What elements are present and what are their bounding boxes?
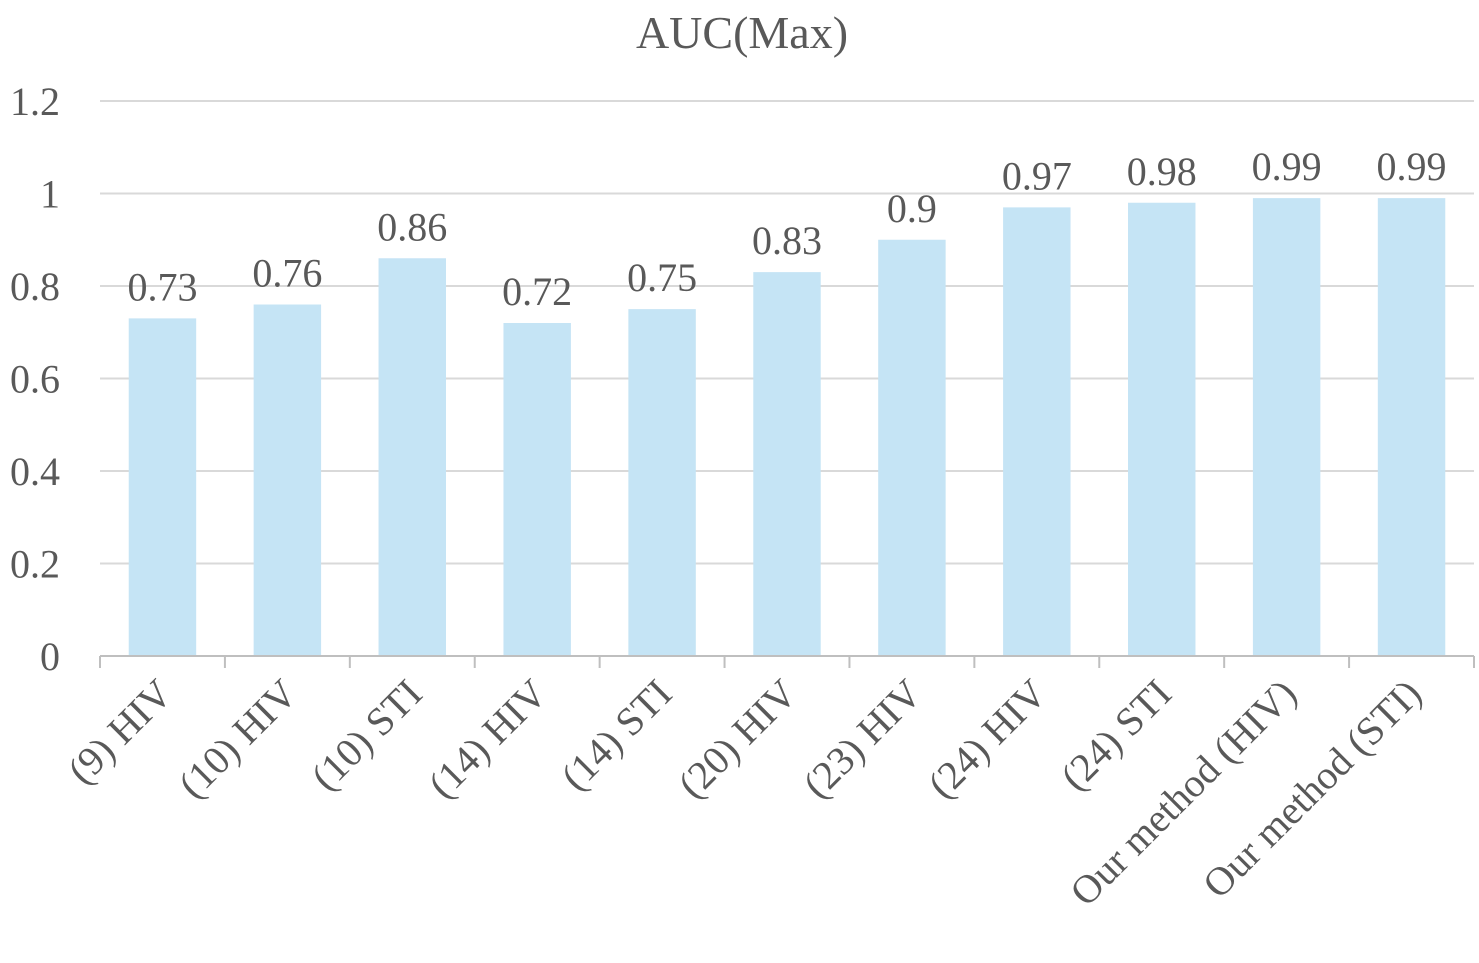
x-category-label: (20) HIV <box>669 670 805 806</box>
data-label: 0.99 <box>1377 144 1447 189</box>
x-category-label: (24) HIV <box>919 670 1055 806</box>
x-category-label: (10) STI <box>302 671 430 799</box>
bar <box>628 309 696 656</box>
data-label: 0.98 <box>1127 149 1197 194</box>
x-category-label: (23) HIV <box>794 670 930 806</box>
bar <box>1377 198 1446 656</box>
data-label: 0.83 <box>752 218 822 263</box>
bar <box>253 304 322 656</box>
bar <box>753 272 821 656</box>
bars <box>128 198 1446 656</box>
data-label: 0.73 <box>127 264 197 309</box>
y-tick-label: 0.2 <box>10 542 60 587</box>
data-labels: 0.73 0.76 0.86 0.72 0.75 0.83 0.9 0.97 0.98 0.99 0… <box>127 144 1446 314</box>
chart-title: AUC(Max) <box>636 7 848 58</box>
data-label: 0.76 <box>252 251 322 296</box>
data-label: 0.9 <box>887 186 937 231</box>
data-label: 0.75 <box>627 255 697 300</box>
y-tick-label: 0.4 <box>10 449 60 494</box>
x-category-label: Our method (STI) <box>1194 671 1430 907</box>
data-label: 0.86 <box>377 204 447 249</box>
bar <box>1128 202 1196 656</box>
x-axis <box>99 655 1475 668</box>
y-tick-label: 1 <box>40 172 60 217</box>
bar <box>378 258 446 656</box>
x-category-label: (14) STI <box>552 671 680 799</box>
y-axis-ticks: 0 0.2 0.4 0.6 0.8 1 1.2 <box>10 79 60 679</box>
x-category-label: (14) HIV <box>419 670 555 806</box>
y-tick-label: 0 <box>40 634 60 679</box>
bar <box>128 318 197 656</box>
data-label: 0.99 <box>1252 144 1322 189</box>
y-tick-label: 0.8 <box>10 264 60 309</box>
bar <box>1252 198 1321 656</box>
data-label: 0.97 <box>1002 153 1072 198</box>
bar <box>503 323 571 656</box>
x-category-label: (24) STI <box>1052 671 1180 799</box>
bar <box>1003 207 1071 656</box>
x-category-label: (10) HIV <box>169 670 305 806</box>
y-tick-label: 0.6 <box>10 357 60 402</box>
y-tick-label: 1.2 <box>10 79 60 124</box>
x-category-label: (9) HIV <box>59 670 181 792</box>
x-category-label: Our method (HIV) <box>1061 671 1305 915</box>
data-label: 0.72 <box>502 269 572 314</box>
bar <box>878 239 946 656</box>
category-labels: (9) HIV(10) HIV(10) STI(14) HIV(14) STI(… <box>59 670 1430 914</box>
